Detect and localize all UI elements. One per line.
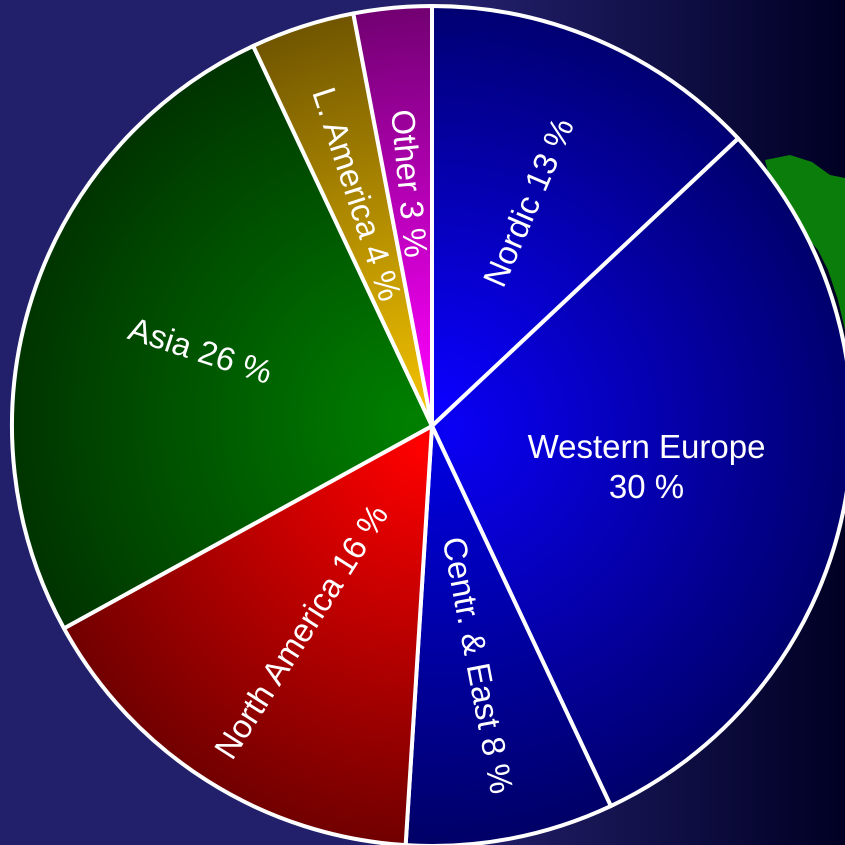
- pie-slice-asia: [10, 43, 434, 631]
- pie-slice-other: [351, 4, 434, 428]
- pie-slice-western-europe: [430, 136, 845, 809]
- pie-slice-nordic: [430, 4, 741, 428]
- slice-label-western-europe: Western Europe 30 %: [528, 428, 766, 505]
- pie-slices: [10, 4, 845, 845]
- pie-slice-centr-east: [403, 424, 613, 845]
- pie-slice-north-america: [61, 424, 434, 845]
